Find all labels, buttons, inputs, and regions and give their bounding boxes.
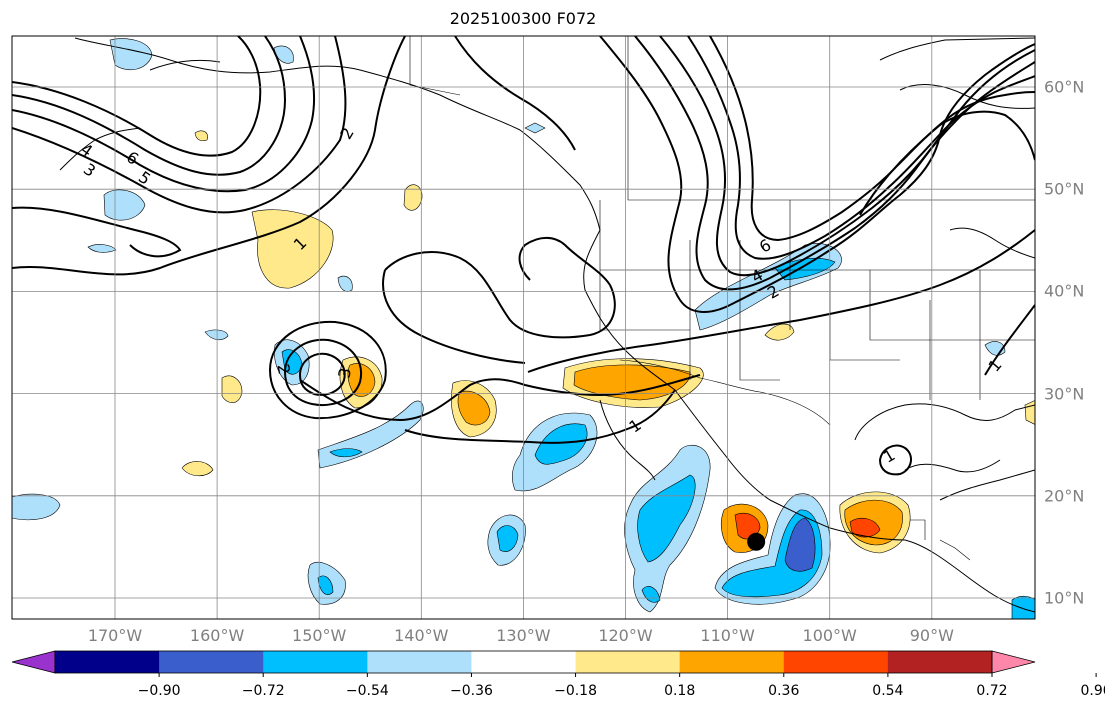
latitude-label: 20°N (1044, 486, 1085, 506)
colorbar-tick-label: −0.90 (137, 683, 181, 699)
colorbar-tick-label: 0.36 (768, 683, 800, 699)
colorbar-tick-label: 0.18 (664, 683, 696, 699)
negative-anomaly-patch (534, 423, 588, 465)
negative-anomaly-patch (784, 517, 816, 572)
contour-label: 3 (334, 366, 354, 379)
longitude-label: 170°W (87, 626, 143, 645)
colorbar-outline (54, 650, 993, 674)
longitude-label: 150°W (292, 626, 347, 645)
positive-anomaly-patch (764, 323, 795, 341)
positive-anomaly-patch (181, 461, 214, 477)
latitude-label: 50°N (1044, 179, 1085, 199)
colorbar-tick-label: 0.90 (1080, 683, 1105, 699)
colorbar-bin (159, 651, 264, 673)
negative-anomaly-patch (524, 122, 546, 134)
colorbar-tick-label: −0.36 (449, 683, 493, 699)
positive-anomaly-patch (347, 363, 376, 397)
shaded-anomaly-fields (12, 38, 1035, 619)
map-border (11, 35, 1036, 620)
positive-anomaly-patch (849, 517, 881, 538)
colorbar-bin (887, 651, 993, 673)
latitude-label: 40°N (1044, 281, 1085, 301)
colorbar-bin (367, 651, 472, 673)
negative-anomaly-patch (337, 275, 353, 292)
negative-anomaly-patch (329, 448, 363, 458)
positive-anomaly-patch (457, 390, 491, 426)
longitude-label: 140°W (394, 626, 449, 645)
colorbar-tick-label: 0.54 (872, 683, 904, 699)
colorbar-bin (263, 651, 368, 673)
map-title: 2025100300 F072 (449, 9, 597, 28)
negative-anomaly-patch (496, 525, 519, 552)
longitude-label: 130°W (496, 626, 551, 645)
positive-anomaly-patch (403, 184, 423, 211)
colorbar-tick-label: −0.54 (345, 683, 389, 699)
colorbar (11, 650, 1097, 677)
longitude-label: 160°W (189, 626, 245, 645)
longitude-label: 110°W (700, 626, 755, 645)
colorbar-bin (679, 651, 785, 673)
storm-center-marker (747, 532, 766, 551)
colorbar-bin (783, 651, 889, 673)
contour-label: 2 (273, 362, 293, 375)
longitude-label: 90°W (909, 626, 954, 645)
positive-anomaly-patch (734, 512, 761, 540)
latitude-label: 30°N (1044, 384, 1085, 404)
colorbar-tick-label: −0.72 (241, 683, 285, 699)
positive-anomaly-patch (194, 130, 208, 142)
negative-anomaly-patch (317, 575, 334, 595)
longitude-label: 120°W (598, 626, 653, 645)
colorbar-extend-high (991, 650, 1036, 674)
colorbar-extend-low (11, 650, 56, 674)
colorbar-bin (575, 651, 681, 673)
colorbar-bin (471, 651, 577, 673)
colorbar-tick-label: 0.72 (976, 683, 1008, 699)
negative-anomaly-patch (87, 244, 117, 253)
longitude-label: 100°W (802, 626, 857, 645)
colorbar-bin (55, 651, 160, 673)
positive-anomaly-patch (221, 375, 243, 403)
negative-anomaly-patch (637, 474, 696, 563)
latitude-label: 60°N (1044, 77, 1085, 97)
negative-anomaly-patch (204, 329, 229, 341)
contour-lines (12, 36, 1035, 476)
negative-anomaly-patch (12, 493, 61, 521)
negative-anomaly-patch (1011, 595, 1035, 619)
colorbar-tick-label: −0.18 (554, 683, 597, 699)
map-gridlines (12, 36, 1035, 619)
latitude-label: 10°N (1044, 588, 1085, 608)
positive-anomaly-patch (251, 209, 334, 289)
negative-anomaly-patch (103, 189, 146, 221)
